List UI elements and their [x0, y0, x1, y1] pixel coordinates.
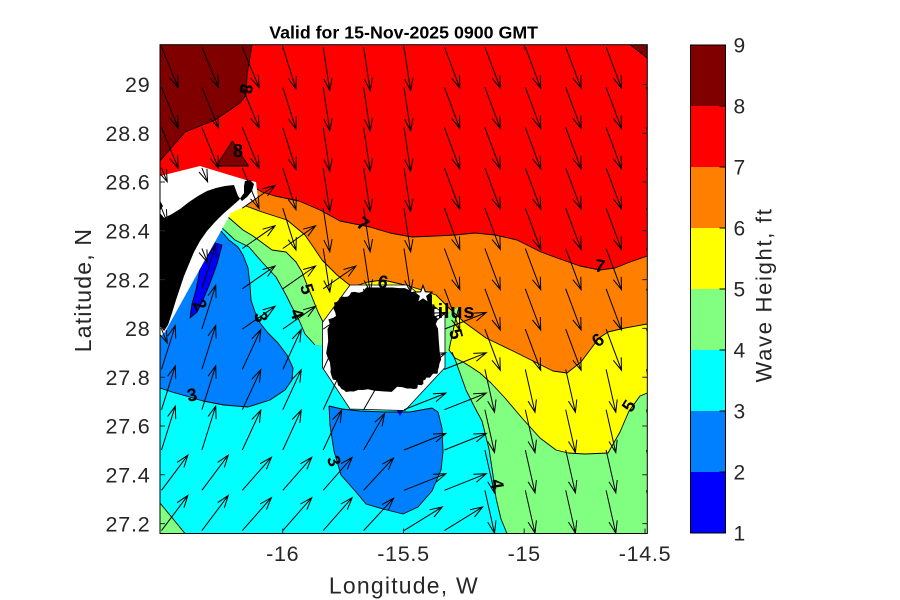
svg-text:Longitude, W: Longitude, W — [329, 573, 479, 599]
svg-text:Latitude, N: Latitude, N — [70, 228, 96, 352]
svg-text:8: 8 — [233, 141, 243, 161]
svg-text:7: 7 — [734, 157, 746, 180]
svg-text:28.6: 28.6 — [105, 171, 150, 195]
svg-text:-14.5: -14.5 — [619, 542, 672, 566]
svg-text:28.4: 28.4 — [105, 220, 150, 244]
svg-text:-16: -16 — [266, 542, 299, 566]
svg-text:28.8: 28.8 — [105, 122, 150, 146]
svg-text:28: 28 — [125, 317, 151, 341]
svg-text:7: 7 — [594, 255, 607, 276]
svg-text:27.6: 27.6 — [105, 415, 150, 439]
svg-text:-15.5: -15.5 — [377, 542, 430, 566]
svg-text:3: 3 — [734, 401, 746, 424]
svg-text:2: 2 — [734, 462, 746, 485]
svg-text:3: 3 — [185, 384, 198, 405]
svg-text:8: 8 — [734, 96, 746, 119]
svg-text:Wave Height, ft: Wave Height, ft — [752, 207, 777, 382]
svg-text:3: 3 — [250, 310, 272, 325]
svg-text:8: 8 — [235, 83, 256, 95]
svg-text:6: 6 — [376, 271, 389, 292]
svg-text:27.8: 27.8 — [105, 366, 150, 390]
svg-text:4: 4 — [734, 340, 746, 363]
svg-text:5: 5 — [734, 279, 746, 302]
svg-text:Nautilus: Nautilus — [390, 301, 475, 323]
svg-text:27.4: 27.4 — [105, 464, 150, 488]
svg-text:29: 29 — [125, 73, 151, 97]
svg-text:9: 9 — [734, 35, 746, 58]
svg-text:1: 1 — [734, 523, 746, 546]
svg-text:27.2: 27.2 — [105, 512, 150, 536]
svg-text:6: 6 — [734, 218, 746, 241]
svg-text:5: 5 — [445, 327, 467, 342]
svg-text:28.2: 28.2 — [105, 268, 150, 292]
svg-text:-15: -15 — [508, 542, 541, 566]
svg-text:Valid for 15-Nov-2025 0900 GMT: Valid for 15-Nov-2025 0900 GMT — [269, 23, 538, 43]
